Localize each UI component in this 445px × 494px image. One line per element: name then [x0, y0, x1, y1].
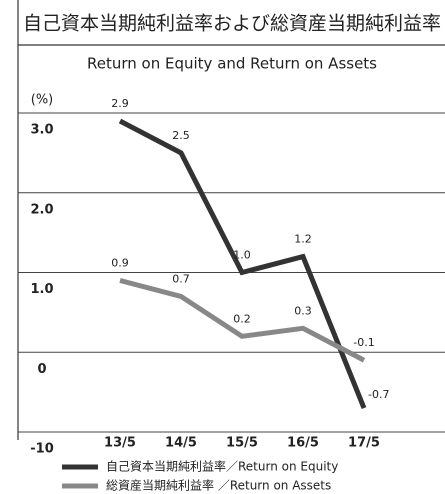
data-label: 0.9	[111, 256, 129, 269]
data-label: 1.2	[294, 233, 312, 246]
data-label: 2.5	[172, 129, 190, 142]
legend-label: 自己資本当期純利益率／Return on Equity	[106, 459, 338, 474]
y-tick-label: 2.0	[30, 202, 53, 217]
y-tick-label: 0	[37, 362, 46, 377]
x-tick-label: 17/5	[348, 436, 380, 451]
chart-subtitle: Return on Equity and Return on Assets	[87, 55, 377, 73]
x-tick-label: 16/5	[287, 436, 319, 451]
legend-label: 総資産当期純利益率 ／Return on Assets	[106, 478, 331, 493]
data-label: 0.2	[233, 312, 251, 325]
x-tick-label: 15/5	[226, 436, 258, 451]
data-label: 1.0	[233, 249, 251, 262]
data-label: 0.7	[172, 272, 190, 285]
y-axis-label: (%)	[31, 93, 54, 108]
x-tick-label: 14/5	[165, 436, 197, 451]
x-tick-label: 13/5	[104, 436, 136, 451]
chart-title: 自己資本当期純利益率および総資産当期純利益率	[23, 13, 441, 35]
y-tick-label: 1.0	[30, 282, 53, 297]
y-tick-label: 3.0	[30, 123, 53, 138]
data-label: 2.9	[111, 97, 129, 110]
data-label: -0.7	[368, 388, 389, 401]
data-label: -0.1	[353, 336, 374, 349]
y-tick-label: -10	[30, 442, 54, 457]
series-line	[118, 118, 367, 410]
series-line	[119, 278, 366, 363]
data-label: 0.3	[294, 304, 312, 317]
